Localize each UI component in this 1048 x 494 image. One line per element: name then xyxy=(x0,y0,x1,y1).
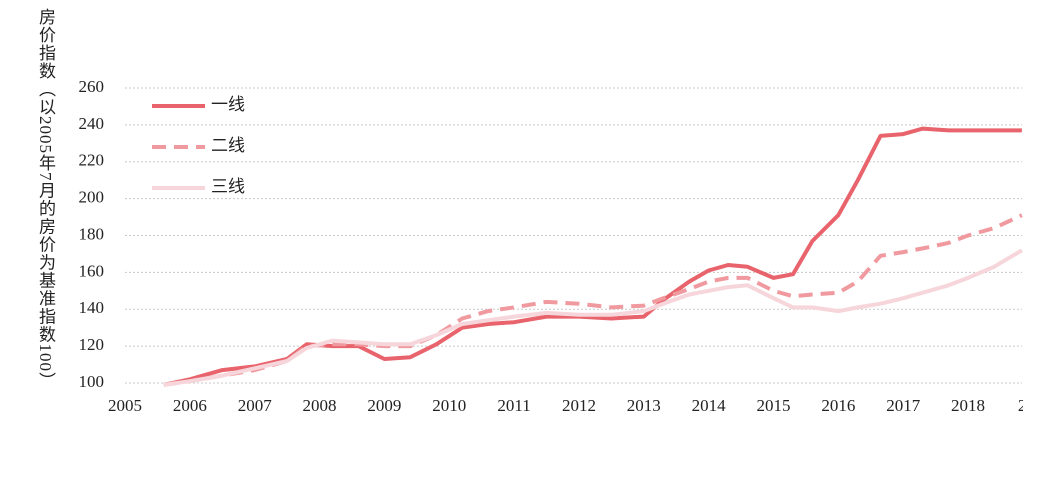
x-tick-label: 2009 xyxy=(367,396,401,415)
y-tick-label: 100 xyxy=(79,372,105,391)
x-tick-label: 2016 xyxy=(821,396,855,415)
legend-label: 二线 xyxy=(211,136,245,155)
y-tick-label: 260 xyxy=(79,77,105,96)
x-tick-label: 2010 xyxy=(432,396,466,415)
x-tick-label: 2007 xyxy=(238,396,273,415)
y-axis-title: 房价指数（以2005年7月的房价为基准指数100） xyxy=(36,8,55,390)
x-tick-label: 2005 xyxy=(108,396,142,415)
legend-label: 一线 xyxy=(211,95,245,114)
y-tick-label: 240 xyxy=(79,114,105,133)
legend-label: 三线 xyxy=(211,177,245,196)
x-tick-label: 2017 xyxy=(886,396,921,415)
x-tick-label: 2014 xyxy=(692,396,727,415)
x-tick-label: 2018 xyxy=(951,396,985,415)
x-tick-label: 2006 xyxy=(173,396,207,415)
y-tick-label: 140 xyxy=(79,298,105,317)
y-tick-label: 120 xyxy=(79,335,105,354)
x-tick-label: 2013 xyxy=(627,396,661,415)
x-tick-label: 2012 xyxy=(562,396,596,415)
y-tick-label: 200 xyxy=(79,188,105,207)
x-tick-label: 2011 xyxy=(497,396,530,415)
y-tick-label: 180 xyxy=(79,224,105,243)
y-tick-label: 160 xyxy=(79,261,105,280)
x-tick-label: 2008 xyxy=(303,396,337,415)
x-tick-label: 2 xyxy=(1018,396,1027,415)
series-line xyxy=(163,248,1023,387)
x-tick-label: 2015 xyxy=(757,396,791,415)
y-tick-label: 220 xyxy=(79,151,105,170)
